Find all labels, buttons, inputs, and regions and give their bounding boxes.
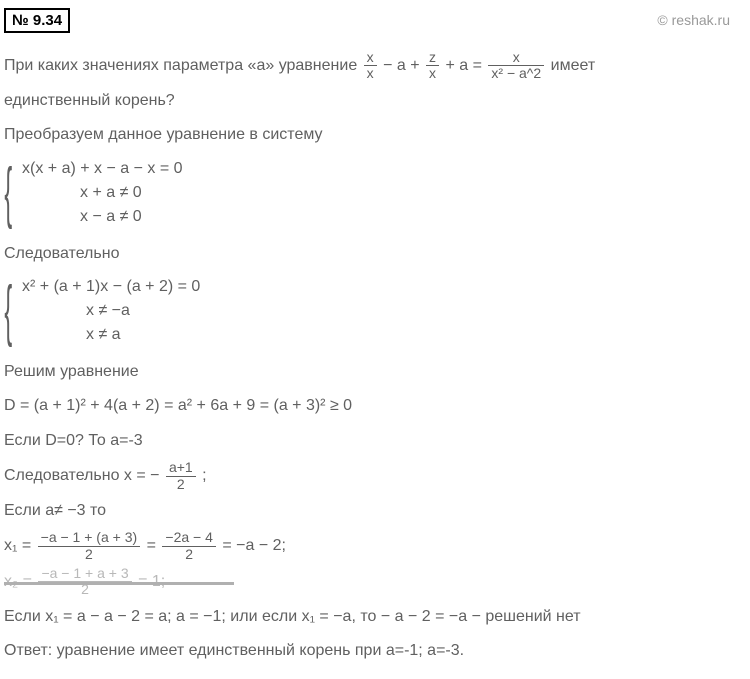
frac-den: 2: [166, 477, 196, 492]
fraction-1: x x: [364, 50, 377, 82]
frac-den: x: [364, 66, 377, 81]
if-a-ne-line: Если a≠ −3 то: [4, 496, 730, 526]
therefore-x-line: Следовательно x = − a+1 2 ;: [4, 460, 730, 492]
sys2-line1: x² + (a + 1)x − (a + 2) = 0: [22, 275, 730, 299]
fraction-2: z x: [426, 50, 439, 82]
therefore-text: Следовательно: [4, 239, 730, 269]
answer-line: Ответ: уравнение имеет единственный коре…: [4, 636, 730, 666]
discriminant-line: D = (a + 1)² + 4(a + 2) = a² + 6a + 9 = …: [4, 391, 730, 421]
fraction-3: x x² − a^2: [488, 50, 544, 82]
frac-den: x² − a^2: [488, 66, 544, 81]
problem-statement-line1: При каких значениях параметра «a» уравне…: [4, 50, 730, 82]
x-fraction: a+1 2: [166, 460, 196, 492]
problem-text-1: При каких значениях параметра «a» уравне…: [4, 57, 362, 74]
if-d0-line: Если D=0? То a=-3: [4, 426, 730, 456]
frac-den: x: [426, 66, 439, 81]
x1-label: x₁ =: [4, 537, 36, 554]
frac-num: −2a − 4: [162, 530, 216, 546]
sys1-line3: x − a ≠ 0: [22, 205, 730, 229]
sys2-line3: x ≠ a: [22, 323, 730, 347]
frac-den: 2: [162, 547, 216, 562]
x1-fraction-1: −a − 1 + (a + 3) 2: [38, 530, 141, 562]
watermark: © reshak.ru: [657, 12, 730, 28]
frac-num: −a − 1 + a + 3: [38, 566, 131, 582]
if-x1-line: Если x₁ = a − a − 2 = a; a = −1; или есл…: [4, 602, 730, 632]
frac-den: 2: [38, 547, 141, 562]
eq-mid-1: − a +: [383, 57, 424, 74]
frac-num: x: [364, 50, 377, 66]
eq-mid-2: + a =: [445, 57, 486, 74]
system-2: x² + (a + 1)x − (a + 2) = 0 x ≠ −a x ≠ a: [4, 275, 730, 347]
strikethrough-line: [4, 582, 234, 585]
sys1-line1: x(x + a) + x − a − x = 0: [22, 157, 730, 181]
problem-text-2: имеет: [551, 57, 596, 74]
sys2-line2: x ≠ −a: [22, 299, 730, 323]
frac-num: z: [426, 50, 439, 66]
sys1-line2: x + a ≠ 0: [22, 181, 730, 205]
frac-num: a+1: [166, 460, 196, 476]
solve-text: Решим уравнение: [4, 357, 730, 387]
therefore-x-text: Следовательно x = −: [4, 467, 164, 484]
frac-num: −a − 1 + (a + 3): [38, 530, 141, 546]
x2-line: x₂ = −a − 1 + a + 3 2 = 1;: [4, 566, 730, 598]
x1-fraction-2: −2a − 4 2: [162, 530, 216, 562]
problem-statement-line2: единственный корень?: [4, 86, 730, 116]
x1-end: = −a − 2;: [222, 537, 286, 554]
system-1: x(x + a) + x − a − x = 0 x + a ≠ 0 x − a…: [4, 157, 730, 229]
transform-text: Преобразуем данное уравнение в систему: [4, 120, 730, 150]
x1-line: x₁ = −a − 1 + (a + 3) 2 = −2a − 4 2 = −a…: [4, 530, 730, 562]
solution-content: При каких значениях параметра «a» уравне…: [4, 50, 730, 671]
eq-sign: =: [147, 537, 161, 554]
semicolon: ;: [202, 467, 206, 484]
frac-num: x: [488, 50, 544, 66]
problem-number-badge: № 9.34: [4, 8, 70, 33]
